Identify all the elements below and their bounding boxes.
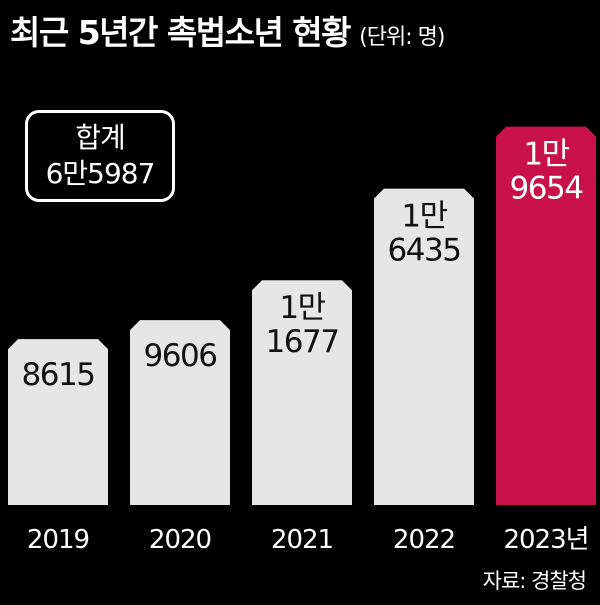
bar-value-label: 1만 6435 [388, 199, 461, 269]
x-tick-label: 2022 [393, 525, 455, 555]
x-tick-label: 2020 [149, 525, 211, 555]
bar-value-label: 9606 [144, 338, 217, 374]
chart-title: 최근 5년간 촉법소년 현황 [10, 13, 352, 52]
x-tick-label: 2023년 [503, 525, 588, 555]
bar-2022 [374, 188, 474, 505]
bar-value-label: 8615 [22, 357, 95, 393]
total-box: 합계 6만5987 [25, 110, 175, 202]
bar-2020 [130, 320, 230, 505]
bar-value-label: 1만 9654 [510, 137, 583, 207]
bar-value-label: 1만 1677 [266, 290, 339, 360]
total-value: 6만5987 [45, 157, 156, 190]
x-tick-label: 2021 [271, 525, 333, 555]
total-label: 합계 [75, 121, 126, 154]
x-tick-label: 2019 [27, 525, 89, 555]
unit-label: (단위: 명) [359, 25, 445, 50]
chart-title-block: 최근 5년간 촉법소년 현황 (단위: 명) [10, 6, 445, 54]
bar-2021 [252, 280, 352, 505]
bar-2019 [8, 339, 108, 505]
source-note: 자료: 경찰청 [482, 569, 587, 593]
bar-2023 [496, 126, 596, 506]
